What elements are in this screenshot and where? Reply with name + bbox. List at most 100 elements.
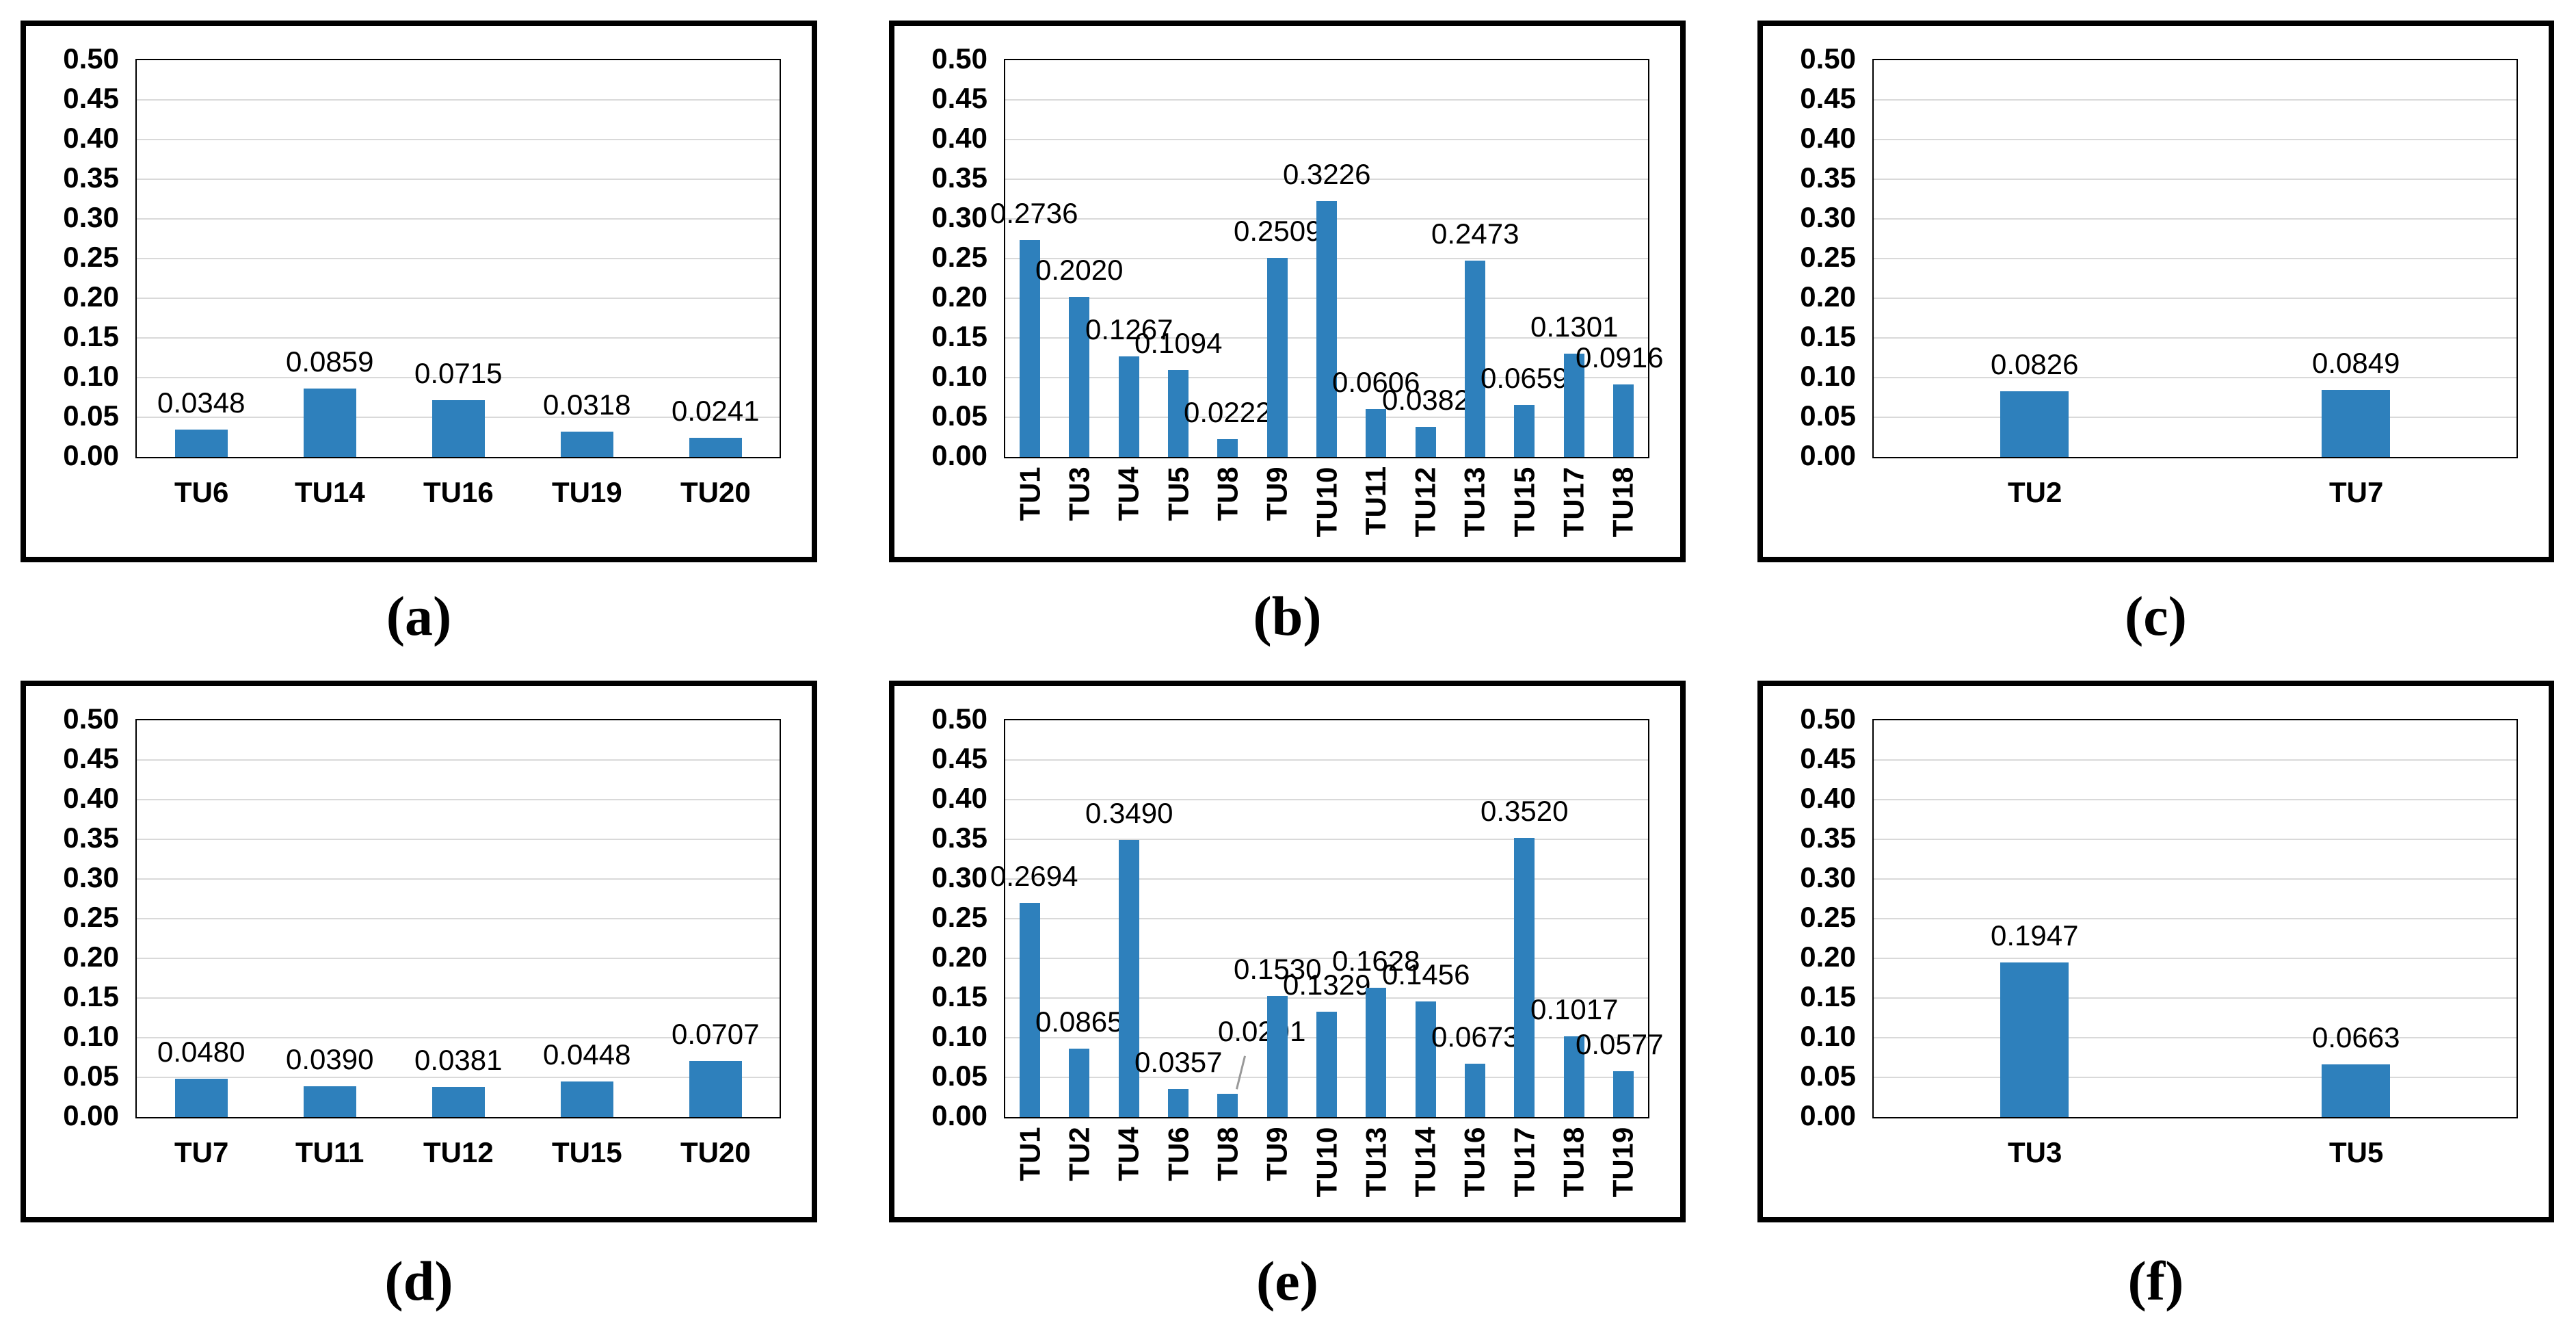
bar-e-TU10 <box>1316 1012 1337 1117</box>
bar-d-TU20 <box>689 1061 742 1117</box>
bar-e-TU17 <box>1514 838 1535 1117</box>
bar-b-TU15 <box>1514 405 1535 457</box>
bar-b-TU13 <box>1465 261 1485 457</box>
value-label-b-TU8: 0.0222 <box>1184 396 1272 428</box>
y-tick-e-0.45: 0.45 <box>931 742 987 774</box>
bar-b-TU9 <box>1267 258 1288 457</box>
value-label-b-TU9: 0.2509 <box>1234 215 1322 247</box>
y-tick-c-0.50: 0.50 <box>1800 42 1856 75</box>
y-tick-d-0.30: 0.30 <box>63 861 119 893</box>
x-tick-c-TU7: TU7 <box>2329 476 2384 508</box>
value-label-b-TU10: 0.3226 <box>1283 158 1371 190</box>
value-label-e-TU14: 0.1456 <box>1382 958 1470 991</box>
y-tick-b-0.15: 0.15 <box>931 320 987 352</box>
y-tick-f-0.20: 0.20 <box>1800 941 1856 973</box>
value-label-e-TU17: 0.3520 <box>1480 795 1569 827</box>
x-tick-b-TU4: TU4 <box>1112 467 1145 521</box>
value-label-f-TU5: 0.0663 <box>2312 1021 2400 1053</box>
bar-b-TU4 <box>1119 356 1139 457</box>
y-tick-a-0.10: 0.10 <box>63 360 119 392</box>
x-tick-b-TU3: TU3 <box>1063 467 1096 521</box>
y-tick-b-0.20: 0.20 <box>931 280 987 313</box>
gridline <box>1874 99 2517 101</box>
plot-area-f: 0.1947 TU3 0.0663 TU5 <box>1872 719 2518 1168</box>
bar-e-TU2 <box>1069 1049 1089 1117</box>
y-tick-f-0.30: 0.30 <box>1800 861 1856 893</box>
label-leader-line <box>1235 1055 1247 1090</box>
gridline <box>137 298 780 299</box>
x-tick-e-TU19: TU19 <box>1606 1127 1639 1198</box>
bar-c-TU7 <box>2322 390 2390 457</box>
y-tick-a-0.30: 0.30 <box>63 201 119 233</box>
value-label-e-TU18: 0.1017 <box>1530 993 1619 1025</box>
y-tick-b-0.00: 0.00 <box>931 439 987 471</box>
x-tick-b-TU1: TU1 <box>1013 467 1046 521</box>
value-label-b-TU15: 0.0659 <box>1480 362 1569 394</box>
y-tick-c-0.15: 0.15 <box>1800 320 1856 352</box>
gridline <box>1005 99 1648 101</box>
x-tick-b-TU12: TU12 <box>1409 467 1442 538</box>
value-label-d-TU15: 0.0448 <box>543 1038 631 1071</box>
y-tick-a-0.00: 0.00 <box>63 439 119 471</box>
value-label-f-TU3: 0.1947 <box>1991 919 2079 952</box>
y-tick-f-0.40: 0.40 <box>1800 782 1856 814</box>
y-tick-f-0.25: 0.25 <box>1800 901 1856 933</box>
x-tick-a-TU6: TU6 <box>174 476 229 508</box>
bar-e-TU6 <box>1168 1089 1189 1117</box>
value-label-e-TU13: 0.1628 <box>1332 945 1420 977</box>
x-tick-f-TU3: TU3 <box>2008 1136 2062 1168</box>
value-label-b-TU1: 0.2736 <box>990 197 1078 229</box>
y-tick-d-0.40: 0.40 <box>63 782 119 814</box>
y-tick-d-0.35: 0.35 <box>63 822 119 854</box>
gridline <box>137 958 780 959</box>
y-tick-d-0.15: 0.15 <box>63 980 119 1012</box>
bar-e-TU8 <box>1217 1094 1238 1117</box>
gridline <box>137 337 780 339</box>
x-tick-e-TU14: TU14 <box>1409 1127 1442 1198</box>
x-tick-e-TU9: TU9 <box>1260 1127 1293 1181</box>
y-tick-d-0.50: 0.50 <box>63 703 119 735</box>
bar-f-TU3 <box>2000 962 2069 1117</box>
value-label-e-TU8: 0.0291 <box>1218 1015 1306 1047</box>
gridline <box>1874 799 2517 800</box>
value-label-e-TU2: 0.0865 <box>1035 1006 1124 1038</box>
gridline <box>1874 839 2517 840</box>
value-label-e-TU19: 0.0577 <box>1576 1028 1664 1060</box>
gridline <box>1874 958 2517 959</box>
bar-b-TU12 <box>1416 427 1436 457</box>
value-label-e-TU9: 0.1530 <box>1234 953 1322 985</box>
bar-b-TU8 <box>1217 439 1238 457</box>
bar-b-TU3 <box>1069 297 1089 457</box>
gridline <box>1874 377 2517 378</box>
gridline <box>1874 139 2517 140</box>
bar-e-TU16 <box>1465 1064 1485 1117</box>
x-tick-b-TU8: TU8 <box>1211 467 1244 521</box>
y-tick-a-0.20: 0.20 <box>63 280 119 313</box>
gridline <box>137 139 780 140</box>
y-tick-d-0.00: 0.00 <box>63 1099 119 1131</box>
plot-area-c: 0.0826 TU2 0.0849 TU7 <box>1872 59 2518 508</box>
gridline <box>1005 839 1648 840</box>
y-tick-a-0.50: 0.50 <box>63 42 119 75</box>
y-tick-e-0.35: 0.35 <box>931 822 987 854</box>
chart-panel-a: 0.50 0.45 0.40 0.35 0.30 0.25 0.20 0.15 0.10 0.05… <box>21 21 817 562</box>
y-tick-d-0.05: 0.05 <box>63 1060 119 1092</box>
bar-f-TU5 <box>2322 1064 2390 1117</box>
bar-d-TU12 <box>432 1087 485 1117</box>
value-label-b-TU11: 0.0606 <box>1332 366 1420 398</box>
x-tick-d-TU20: TU20 <box>680 1136 751 1168</box>
gridline <box>1005 179 1648 180</box>
x-tick-e-TU4: TU4 <box>1112 1127 1145 1181</box>
y-tick-e-0.15: 0.15 <box>931 980 987 1012</box>
y-tick-e-0.50: 0.50 <box>931 703 987 735</box>
x-tick-f-TU5: TU5 <box>2329 1136 2384 1168</box>
value-label-d-TU12: 0.0381 <box>414 1044 503 1076</box>
bar-d-TU15 <box>561 1081 613 1117</box>
gridline <box>137 218 780 220</box>
x-tick-b-TU13: TU13 <box>1458 467 1491 538</box>
x-tick-e-TU10: TU10 <box>1310 1127 1343 1198</box>
y-tick-e-0.25: 0.25 <box>931 901 987 933</box>
chart-panel-e: 0.50 0.45 0.40 0.35 0.30 0.25 0.20 0.15 0.10 0.05… <box>889 681 1686 1222</box>
plot-area-b: 0.2736 TU1 0.2020 TU3 0.1267 TU4 0.1094 TU5 0.02… <box>990 59 1663 537</box>
bar-e-TU19 <box>1613 1071 1634 1117</box>
